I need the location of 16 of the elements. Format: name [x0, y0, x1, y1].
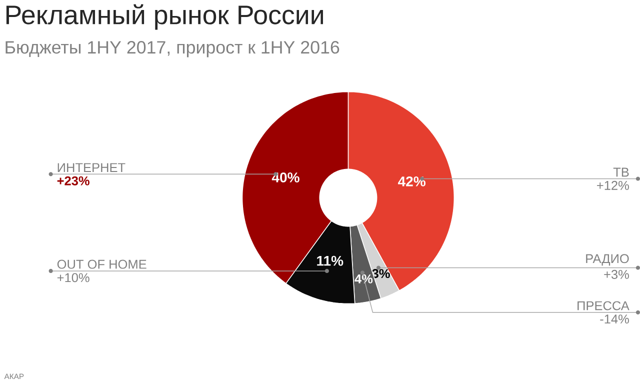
text: +12% — [597, 180, 629, 190]
data-label: 3% — [372, 268, 390, 278]
data-label: 42% — [398, 176, 426, 186]
slice-label: OUT OF HOME — [57, 260, 146, 269]
chart-subtitle: Бюджеты 1HY 2017, прирост к 1HY 2016 — [6, 40, 340, 58]
text: +10% — [57, 272, 90, 282]
text: +3% — [604, 270, 629, 279]
slice-label: ИНТЕРНЕТ — [58, 163, 126, 172]
slice-label: ПРЕССА — [578, 301, 630, 310]
slice-label: РАДИО — [586, 254, 629, 266]
data-label: 11% — [317, 256, 344, 266]
text: -14% — [600, 314, 629, 324]
data-label: 4% — [354, 274, 373, 284]
chart-title: Рекламный рынок России — [6, 4, 323, 30]
slice-label: ТВ — [613, 168, 629, 176]
text: +23% — [57, 176, 90, 186]
